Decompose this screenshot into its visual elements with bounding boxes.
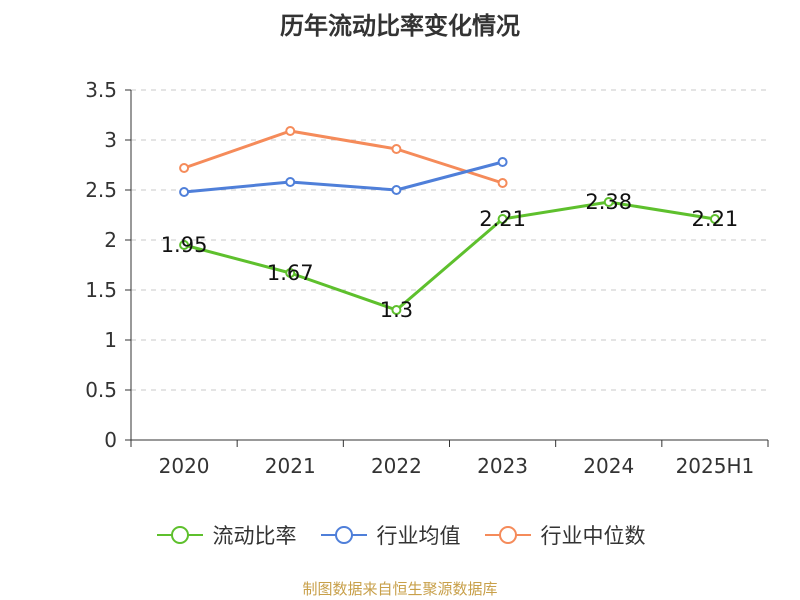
y-tick-label: 2 bbox=[104, 228, 117, 252]
data-point bbox=[285, 268, 296, 278]
y-tick-label: 1 bbox=[104, 328, 117, 352]
x-tick-label: 2024 bbox=[583, 454, 634, 478]
x-tick-label: 2025H1 bbox=[676, 454, 755, 478]
data-point bbox=[179, 163, 190, 173]
series-line bbox=[183, 200, 716, 312]
legend-item[interactable]: 行业中位数 bbox=[483, 520, 646, 550]
data-point bbox=[179, 187, 190, 197]
data-point bbox=[391, 305, 402, 315]
legend-item[interactable]: 行业均值 bbox=[319, 520, 461, 550]
y-tick-label: 3 bbox=[104, 128, 117, 152]
legend-label: 流动比率 bbox=[212, 524, 297, 548]
data-point bbox=[391, 185, 402, 195]
source-note: 制图数据来自恒生聚源数据库 bbox=[302, 580, 498, 598]
data-label: 1.95 bbox=[161, 233, 208, 257]
y-tick-label: 0 bbox=[104, 428, 117, 452]
data-point bbox=[179, 240, 190, 250]
data-point bbox=[391, 144, 402, 154]
data-label: 1.67 bbox=[267, 261, 314, 285]
data-point bbox=[285, 126, 296, 136]
data-point bbox=[497, 214, 508, 224]
legend-line-icon bbox=[320, 526, 367, 544]
legend-line-icon bbox=[156, 526, 203, 544]
legend-item[interactable]: 流动比率 bbox=[155, 520, 297, 550]
legend-label: 行业中位数 bbox=[540, 524, 646, 548]
x-tick-label: 2021 bbox=[265, 454, 316, 478]
chart-legend: 流动比率 行业均值 行业中位数 bbox=[0, 520, 800, 550]
x-tick-label: 2020 bbox=[159, 454, 210, 478]
data-point bbox=[285, 177, 296, 187]
legend-label: 行业均值 bbox=[376, 524, 461, 548]
legend-line-icon bbox=[484, 526, 531, 544]
x-tick-label: 2022 bbox=[371, 454, 422, 478]
data-label: 2.21 bbox=[692, 207, 739, 231]
data-point bbox=[497, 178, 508, 188]
data-point bbox=[603, 197, 614, 207]
chart-title: 历年流动比率变化情况 bbox=[280, 12, 520, 40]
data-point bbox=[497, 157, 508, 167]
y-tick-label: 1.5 bbox=[85, 278, 117, 302]
y-tick-label: 3.5 bbox=[85, 78, 117, 102]
x-tick-label: 2023 bbox=[477, 454, 528, 478]
data-label: 2.38 bbox=[585, 190, 632, 214]
data-point bbox=[709, 214, 720, 224]
data-label: 1.3 bbox=[380, 298, 413, 322]
y-tick-label: 2.5 bbox=[85, 178, 117, 202]
series-line bbox=[183, 129, 504, 185]
y-tick-label: 0.5 bbox=[85, 378, 117, 402]
data-label: 2.21 bbox=[479, 207, 526, 231]
series-line bbox=[183, 160, 503, 194]
